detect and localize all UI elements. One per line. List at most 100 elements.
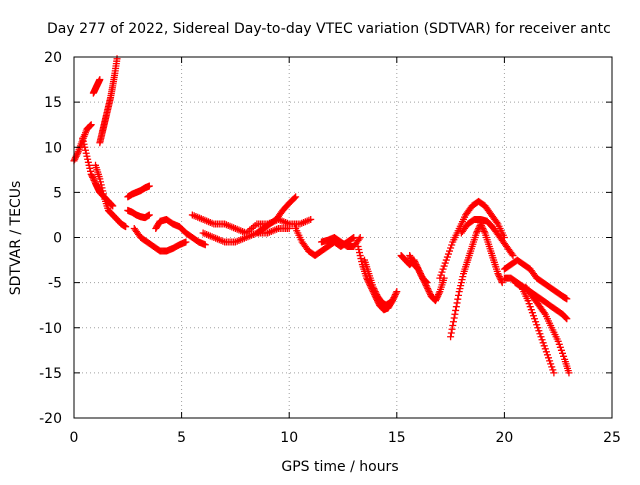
data-point	[73, 151, 81, 159]
data-point	[525, 300, 533, 308]
data-point	[457, 279, 465, 287]
data-point	[532, 318, 540, 326]
series-arc-9	[152, 215, 209, 249]
data-point	[435, 289, 443, 297]
data-point	[86, 167, 94, 175]
data-point	[547, 360, 555, 368]
data-point	[524, 297, 532, 305]
data-point	[386, 298, 394, 306]
data-points	[70, 55, 573, 377]
grid	[74, 57, 612, 418]
data-point	[454, 295, 462, 303]
data-point	[452, 303, 460, 311]
data-point	[480, 226, 488, 234]
data-point	[145, 182, 153, 190]
data-point	[455, 288, 463, 296]
data-point	[543, 351, 551, 359]
data-point	[390, 294, 398, 302]
data-point	[449, 321, 457, 329]
data-point	[407, 255, 415, 263]
y-axis-label: SDTVAR / TECUs	[8, 181, 24, 296]
axis-ticks: 0 5 10 15 20 25 -20 -15 -10 -5 0 5 10 15 20	[39, 50, 621, 446]
data-point	[113, 55, 121, 63]
data-point	[448, 241, 456, 249]
data-point	[87, 170, 95, 178]
data-point	[84, 155, 92, 163]
data-point	[446, 247, 454, 255]
data-point	[537, 333, 545, 341]
data-point	[292, 193, 300, 201]
data-point	[526, 303, 534, 311]
data-point	[559, 349, 567, 357]
series-arc-14	[317, 234, 364, 251]
x-axis-label: GPS time / hours	[281, 459, 398, 475]
data-point	[561, 313, 569, 321]
series-arc-3	[96, 55, 121, 147]
data-point	[391, 291, 399, 299]
data-point	[509, 252, 517, 260]
data-point	[406, 252, 414, 260]
data-point	[416, 270, 424, 278]
data-point	[459, 273, 467, 281]
x-tick-label: 5	[177, 430, 186, 446]
data-point	[372, 289, 380, 297]
data-point	[452, 306, 460, 314]
series-arc-5	[92, 161, 130, 231]
series-arc-1	[70, 121, 95, 165]
data-point	[409, 258, 417, 266]
data-point	[478, 223, 486, 231]
data-point	[546, 357, 554, 365]
data-point	[426, 289, 434, 297]
y-tick-label: 5	[53, 185, 62, 201]
data-point	[71, 155, 79, 163]
data-point	[370, 285, 378, 293]
data-point	[508, 250, 516, 258]
series-arc-20	[447, 220, 506, 341]
series-arc-24	[511, 279, 558, 377]
data-point	[87, 121, 95, 129]
data-point	[84, 158, 92, 166]
data-point	[554, 337, 562, 345]
data-point	[541, 345, 549, 353]
data-point	[447, 329, 455, 337]
data-point	[565, 369, 573, 377]
data-point	[556, 343, 564, 351]
data-point	[354, 243, 362, 251]
data-point	[371, 288, 379, 296]
series-arc-12	[253, 193, 300, 237]
data-point	[548, 363, 556, 371]
data-point	[480, 227, 488, 235]
data-point	[432, 295, 440, 303]
data-point	[542, 348, 550, 356]
data-point	[82, 149, 90, 157]
data-point	[71, 154, 79, 162]
data-point	[472, 229, 480, 237]
series-arc-7	[124, 206, 153, 222]
data-point	[74, 149, 82, 157]
series-arc-25	[522, 283, 573, 377]
data-point	[562, 314, 570, 322]
data-point	[529, 312, 537, 320]
data-point	[545, 354, 553, 362]
data-point	[540, 309, 548, 317]
data-point	[355, 249, 363, 257]
data-point	[457, 282, 465, 290]
x-tick-label: 10	[280, 430, 298, 446]
data-point	[96, 175, 104, 183]
data-point	[122, 223, 130, 231]
data-point	[89, 175, 97, 183]
data-point	[557, 346, 565, 354]
y-tick-label: 10	[44, 140, 62, 156]
data-point	[549, 366, 557, 374]
y-tick-label: 0	[53, 231, 62, 247]
data-point	[539, 339, 547, 347]
data-point	[83, 152, 91, 160]
data-point	[357, 255, 365, 263]
data-point	[349, 234, 357, 242]
data-point	[437, 271, 445, 279]
series-arc-19	[436, 197, 508, 282]
data-point	[417, 271, 425, 279]
data-point	[145, 211, 153, 219]
y-tick-label: -15	[39, 366, 62, 382]
data-point	[391, 292, 399, 300]
